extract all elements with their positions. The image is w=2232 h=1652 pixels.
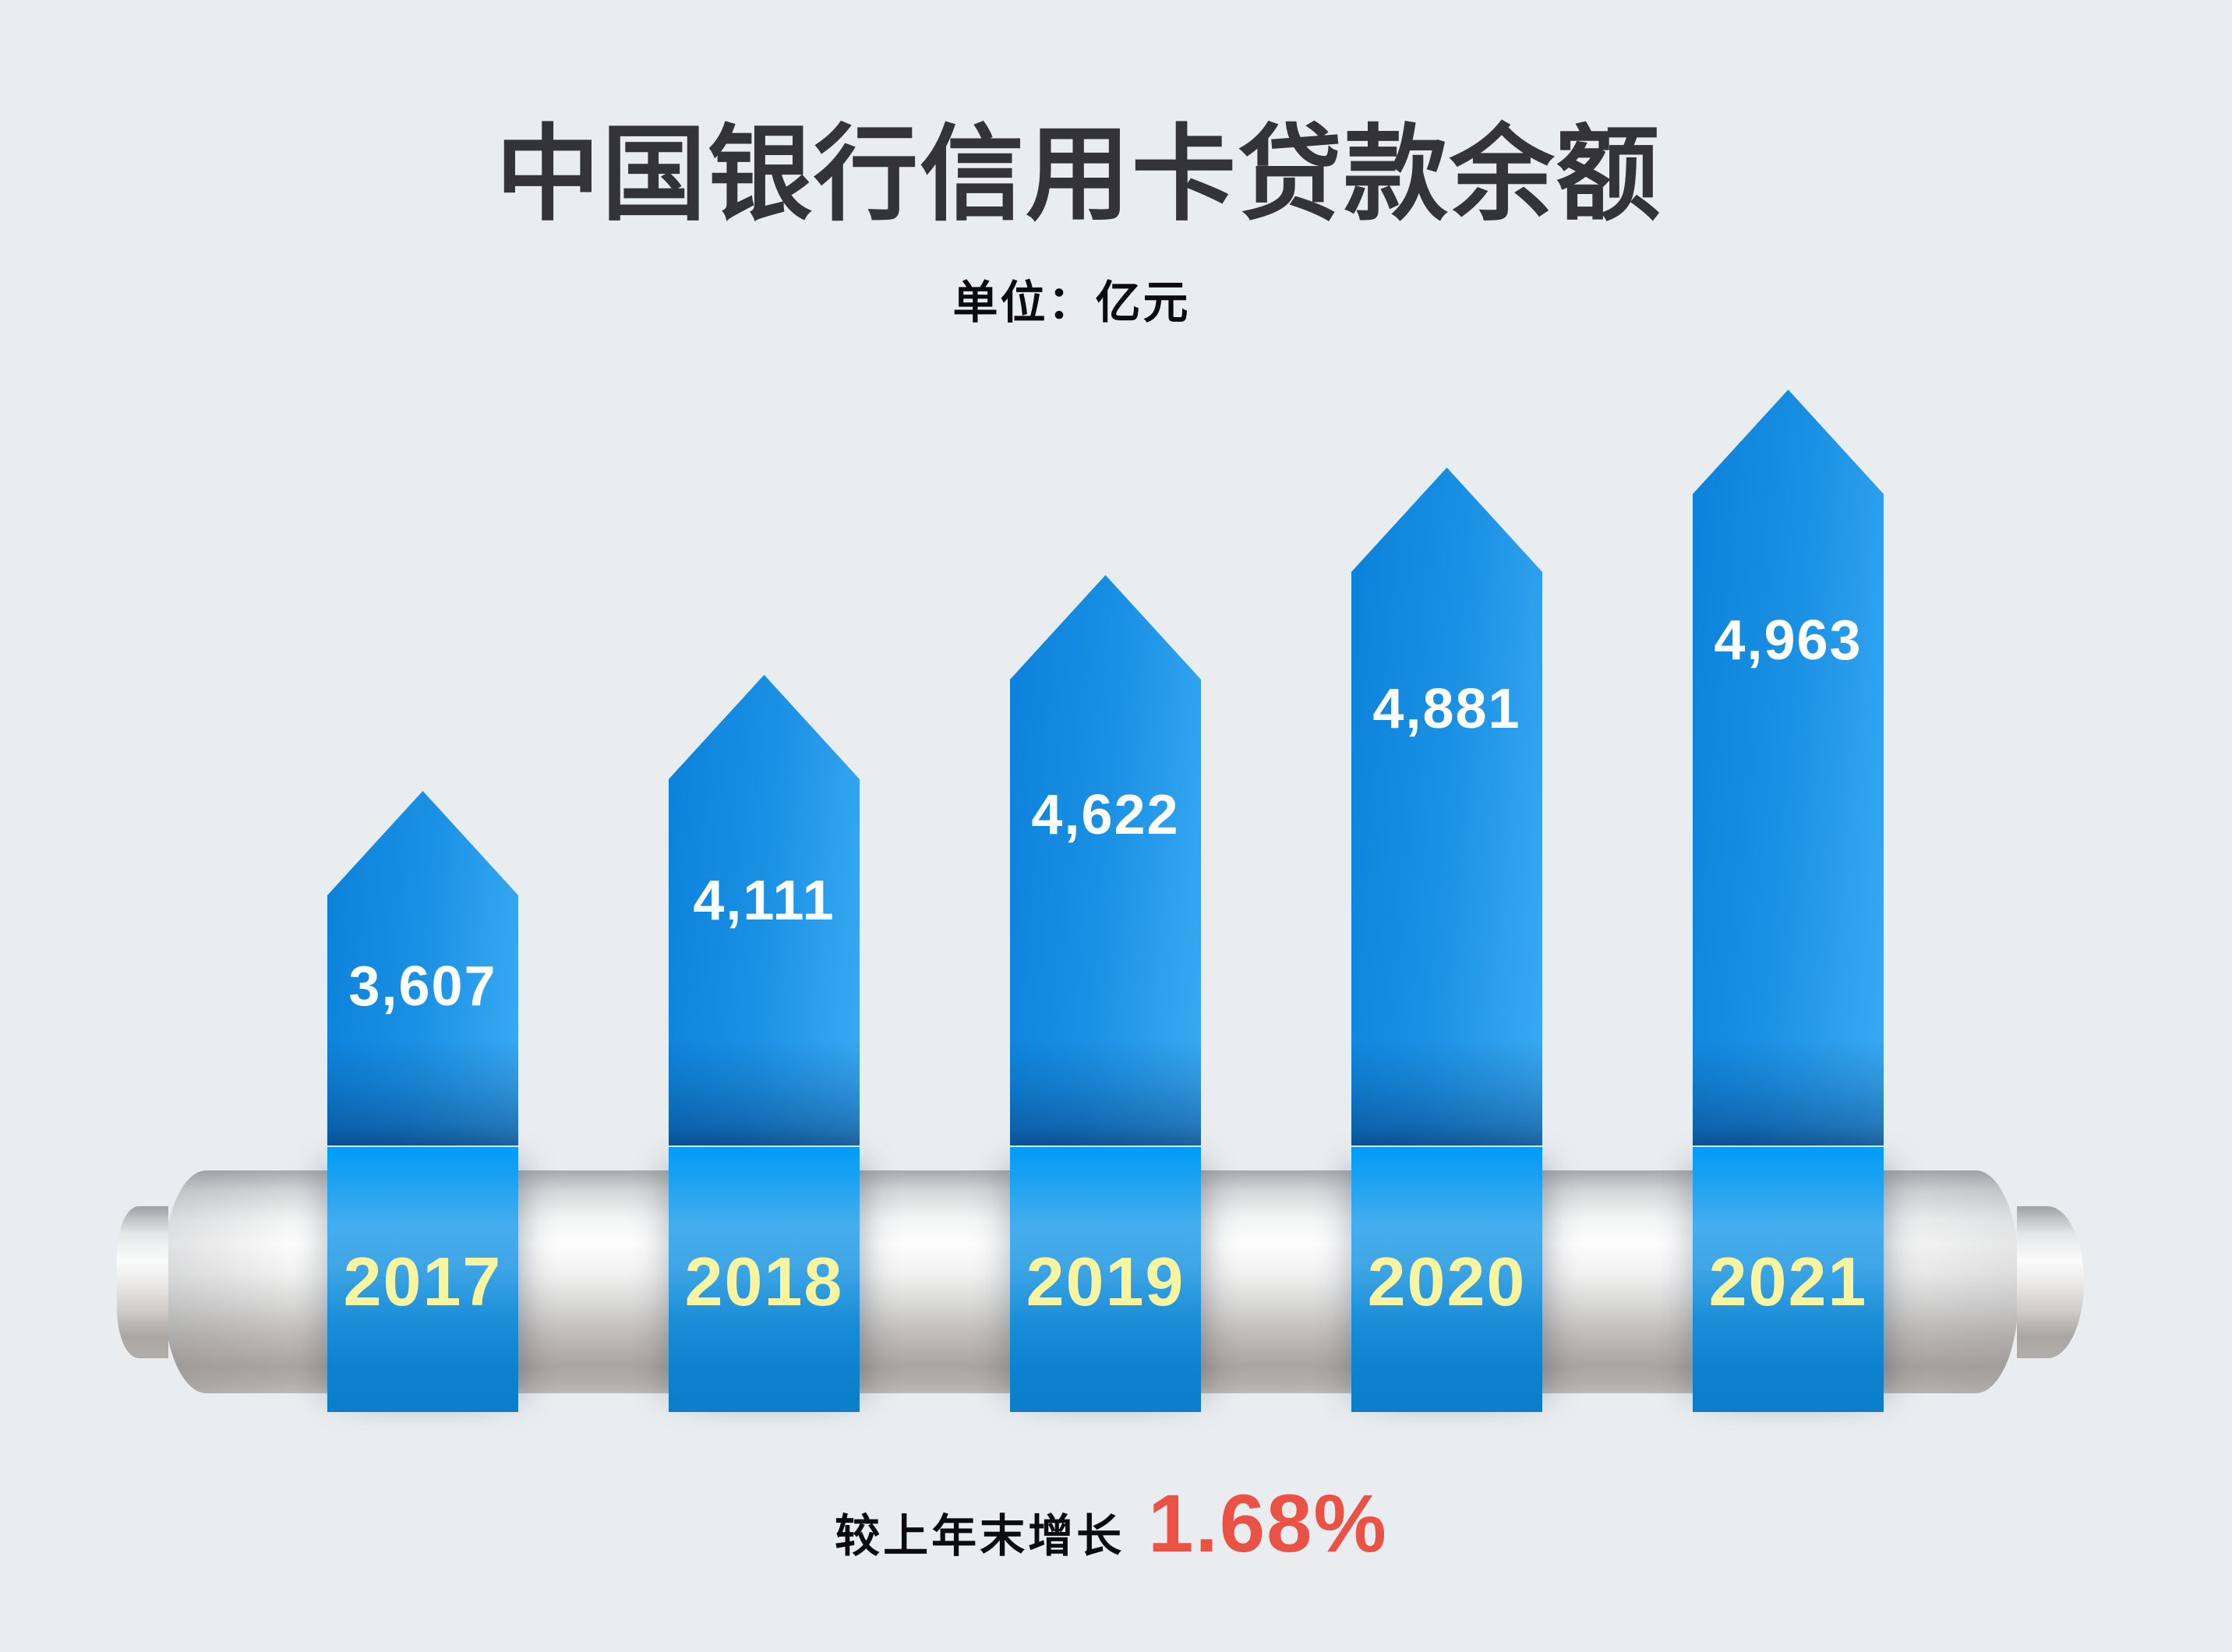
ribbon-band-2017 — [327, 1147, 518, 1412]
bar-value-label-2018: 4,111 — [693, 870, 835, 932]
bar-2021 — [1693, 390, 1884, 1145]
year-label-2019: 2019 — [1026, 1243, 1185, 1320]
bar-value-label-2021: 4,963 — [1714, 609, 1863, 672]
year-label-2018: 2018 — [684, 1243, 844, 1320]
pipe-end-cap-left — [117, 1206, 168, 1358]
ribbon-band-2021 — [1693, 1147, 1884, 1412]
year-label-2021: 2021 — [1708, 1243, 1868, 1320]
bar-value-label-2020: 4,881 — [1372, 678, 1521, 740]
year-label-2017: 2017 — [343, 1243, 503, 1320]
ribbon-band-2020 — [1351, 1147, 1542, 1412]
bar-value-label-2017: 3,607 — [348, 955, 497, 1018]
ribbon-band-2019 — [1010, 1147, 1201, 1412]
pipe-end-cap-right — [2017, 1206, 2084, 1358]
bar-2018 — [669, 675, 860, 1145]
bar-2020 — [1351, 468, 1542, 1145]
year-label-2020: 2020 — [1367, 1243, 1527, 1320]
unit-label: 单位：亿元 — [952, 277, 1191, 328]
bar-value-label-2019: 4,622 — [1031, 784, 1180, 846]
bar-2019 — [1010, 575, 1201, 1145]
growth-caption-value: 1.68% — [1148, 1478, 1388, 1569]
growth-caption: 较上年末增长 1.68% — [835, 1477, 1388, 1571]
page-title: 中国银行信用卡贷款余额 — [495, 117, 1662, 233]
ribbon-band-2018 — [669, 1147, 860, 1412]
growth-caption-label: 较上年末增长 — [835, 1511, 1125, 1562]
